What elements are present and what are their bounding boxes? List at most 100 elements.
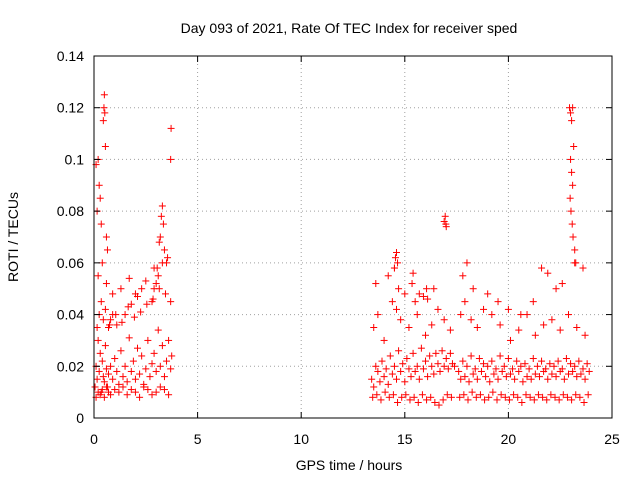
- data-point: [410, 393, 418, 401]
- grid-lines: [94, 56, 612, 418]
- data-point: [555, 396, 563, 404]
- data-point: [531, 331, 539, 339]
- data-point: [123, 391, 131, 399]
- data-point: [442, 223, 450, 231]
- data-point: [558, 280, 566, 288]
- data-point: [129, 357, 137, 365]
- plot-frame: [93, 55, 613, 419]
- data-point: [567, 155, 575, 163]
- data-point: [111, 386, 119, 394]
- data-point: [533, 362, 541, 370]
- data-point: [100, 378, 108, 386]
- data-point: [136, 370, 144, 378]
- data-point: [98, 357, 106, 365]
- data-point: [504, 355, 512, 363]
- data-point: [428, 362, 436, 370]
- data-point: [534, 391, 542, 399]
- data-point: [167, 365, 175, 373]
- data-point: [519, 378, 527, 386]
- data-point: [492, 365, 500, 373]
- data-point: [414, 398, 422, 406]
- data-point: [446, 326, 454, 334]
- data-point: [140, 383, 148, 391]
- data-point: [127, 367, 135, 375]
- data-point: [163, 357, 171, 365]
- data-point: [144, 386, 152, 394]
- data-point: [115, 388, 123, 396]
- data-point: [522, 391, 530, 399]
- data-point: [570, 143, 578, 150]
- data-point: [121, 362, 129, 370]
- data-point: [461, 373, 469, 381]
- data-point: [167, 124, 175, 132]
- data-point: [442, 355, 450, 363]
- data-point: [394, 398, 402, 406]
- data-point: [523, 311, 531, 319]
- data-point: [94, 272, 102, 280]
- data-point: [551, 393, 559, 401]
- data-point: [154, 272, 162, 280]
- scatter-series-2: [368, 212, 459, 409]
- data-point: [372, 280, 380, 288]
- data-point: [138, 285, 146, 293]
- y-tick-label: 0.06: [57, 255, 84, 271]
- data-point: [408, 280, 416, 288]
- data-point: [137, 308, 145, 316]
- data-point: [518, 398, 526, 406]
- data-point: [157, 212, 165, 220]
- data-point: [160, 373, 168, 381]
- data-point: [544, 269, 552, 277]
- data-point: [430, 285, 438, 293]
- data-point: [438, 347, 446, 355]
- data-point: [552, 373, 560, 381]
- data-point: [502, 373, 510, 381]
- y-tick-label: 0.12: [57, 100, 84, 116]
- data-point: [417, 344, 425, 352]
- y-axis-label: ROTI / TECUs: [5, 192, 21, 282]
- data-point: [411, 298, 419, 306]
- data-point: [546, 360, 554, 368]
- data-point: [389, 391, 397, 399]
- data-point: [130, 313, 138, 321]
- data-point: [504, 305, 512, 313]
- data-point: [471, 365, 479, 373]
- data-point: [514, 393, 522, 401]
- data-point: [118, 318, 126, 326]
- data-point: [482, 373, 490, 381]
- data-point: [472, 393, 480, 401]
- data-point: [100, 91, 108, 99]
- data-point: [388, 298, 396, 306]
- data-point: [426, 352, 434, 360]
- data-point: [150, 285, 158, 293]
- data-point: [384, 272, 392, 280]
- data-point: [131, 375, 139, 383]
- data-point: [376, 378, 384, 386]
- data-point: [473, 375, 481, 383]
- data-point: [97, 298, 105, 306]
- data-point: [576, 393, 584, 401]
- data-point: [573, 324, 581, 331]
- data-point: [535, 373, 543, 381]
- data-point: [384, 380, 392, 388]
- data-point: [566, 194, 574, 202]
- data-point: [152, 367, 160, 375]
- y-tick-label: 0.02: [57, 358, 84, 374]
- data-points: [91, 91, 593, 409]
- axis-ticks: 0 0.02 0.04 0.06 0.08 0.1 0.12 0.14 0 5 10 15 20 25: [57, 48, 620, 447]
- data-point: [119, 373, 127, 381]
- data-point: [496, 352, 504, 360]
- data-point: [382, 365, 390, 373]
- data-point: [515, 326, 523, 334]
- data-point: [467, 352, 475, 360]
- data-point: [485, 393, 493, 401]
- data-point: [165, 391, 173, 399]
- data-point: [96, 194, 104, 202]
- data-point: [423, 396, 431, 404]
- data-point: [494, 375, 502, 383]
- data-point: [398, 393, 406, 401]
- data-point: [370, 324, 378, 331]
- data-point: [134, 344, 142, 352]
- data-point: [138, 352, 146, 360]
- data-point: [573, 373, 581, 381]
- data-point: [494, 298, 502, 306]
